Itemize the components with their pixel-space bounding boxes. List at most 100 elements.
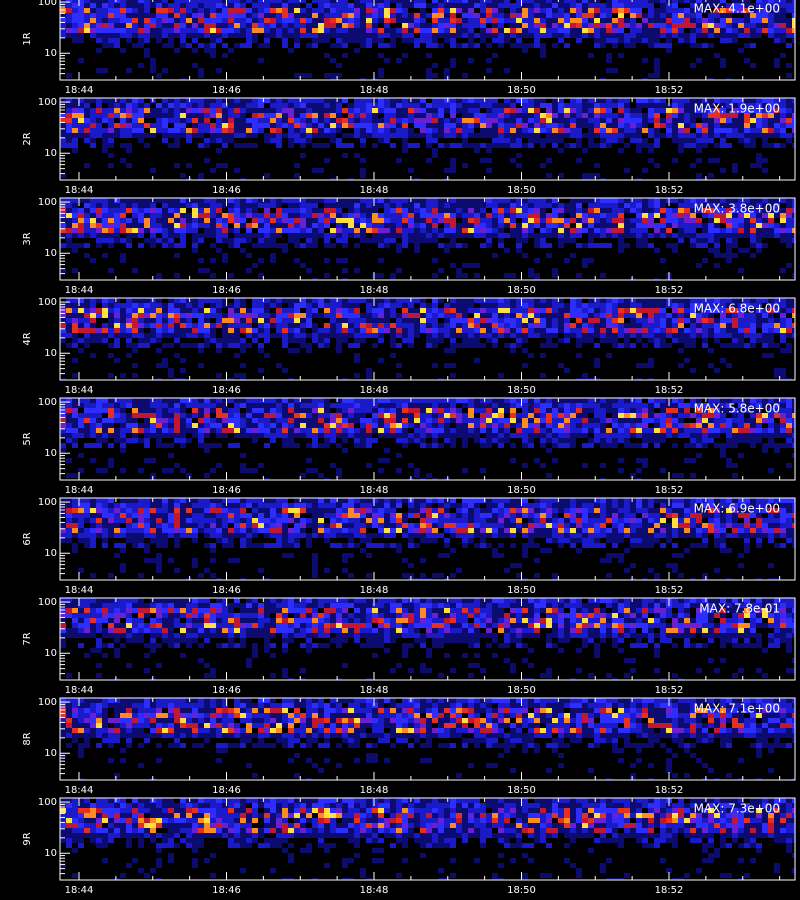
spectrogram-cell — [558, 303, 564, 308]
spectrogram-cell — [522, 303, 528, 308]
spectrogram-cell — [282, 308, 288, 313]
spectrogram-cell — [690, 328, 696, 333]
spectrogram-cell — [744, 198, 750, 203]
spectrogram-cell — [552, 228, 558, 233]
spectrogram-cell — [84, 113, 90, 118]
spectrogram-cell — [414, 13, 420, 18]
spectrogram-cell — [72, 38, 78, 43]
spectrogram-cell — [336, 308, 342, 313]
spectrogram-cell — [450, 123, 456, 128]
spectrogram-cell — [768, 33, 774, 38]
spectrogram-cell — [246, 143, 252, 148]
spectrogram-cell — [162, 343, 168, 348]
spectrogram-cell — [312, 23, 318, 28]
spectrogram-cell — [204, 123, 210, 128]
spectrogram-cell — [396, 318, 402, 323]
spectrogram-cell — [654, 318, 660, 323]
spectrogram-cell — [438, 123, 444, 128]
spectrogram-cell — [270, 238, 276, 243]
spectrogram-cell — [660, 333, 666, 338]
spectrogram-cell — [732, 238, 738, 243]
spectrogram-cell — [444, 118, 450, 123]
spectrogram-cell — [750, 63, 756, 68]
spectrogram-cell — [144, 103, 150, 108]
spectrogram-cell — [768, 8, 774, 13]
spectrogram-cell — [162, 233, 168, 238]
spectrogram-cell — [270, 98, 276, 103]
spectrogram-cell — [510, 213, 516, 218]
spectrogram-cell — [630, 313, 636, 318]
spectrogram-cell — [732, 328, 738, 333]
spectrogram-cell — [234, 333, 240, 338]
spectrogram-cell — [594, 133, 600, 138]
spectrogram-cell — [282, 218, 288, 223]
plot-frame — [59, 97, 796, 181]
spectrogram-cell — [636, 208, 642, 213]
spectrogram-cell — [480, 28, 486, 33]
spectrogram-cell — [294, 43, 300, 48]
spectrogram-cell — [342, 338, 348, 343]
spectrogram-cell — [498, 333, 504, 338]
spectrogram-cell — [180, 38, 186, 43]
spectrogram-cell — [204, 313, 210, 318]
spectrogram-cell — [120, 48, 126, 53]
spectrogram-cell — [510, 298, 516, 303]
spectrogram-cell — [84, 218, 90, 223]
spectrogram-cell — [288, 33, 294, 38]
spectrogram-cell — [624, 203, 630, 208]
spectrogram-cell — [780, 298, 786, 303]
spectrogram-cell — [684, 198, 690, 203]
spectrogram-cell — [732, 253, 738, 258]
spectrogram-cell — [372, 38, 378, 43]
spectrogram-cell — [174, 123, 180, 128]
spectrogram-cell — [186, 178, 192, 180]
spectrogram-cell — [642, 13, 648, 18]
spectrogram-cell — [420, 238, 426, 243]
spectrogram-cell — [66, 343, 72, 348]
spectrogram-cell — [624, 43, 630, 48]
spectrogram-cell — [414, 98, 420, 103]
spectrogram-cell — [780, 368, 786, 373]
spectrogram-cell — [666, 38, 672, 43]
spectrogram-cell — [588, 118, 594, 123]
spectrogram-cell — [552, 133, 558, 138]
spectrogram-cell — [384, 8, 390, 13]
spectrogram-cell — [666, 243, 672, 248]
spectrogram-cell — [240, 3, 246, 8]
spectrogram-cell — [186, 13, 192, 18]
spectrogram-cell — [642, 138, 648, 143]
spectrogram-cell — [648, 378, 654, 380]
spectrogram-cell — [228, 338, 234, 343]
spectrogram-cell — [504, 333, 510, 338]
spectrogram-cell — [786, 318, 792, 323]
spectrogram-cell — [534, 33, 540, 38]
spectrogram-cell — [306, 133, 312, 138]
spectrogram-cell — [624, 333, 630, 338]
spectrogram-cell — [348, 318, 354, 323]
spectrogram-cell — [198, 118, 204, 123]
spectrogram-cell — [246, 133, 252, 138]
spectrogram-cell — [534, 98, 540, 103]
spectrogram-cell — [330, 313, 336, 318]
spectrogram-cell — [378, 3, 384, 8]
spectrogram-cell — [450, 3, 456, 8]
spectrogram-cell — [78, 123, 84, 128]
spectrogram-cell — [606, 208, 612, 213]
spectrogram-cell — [744, 223, 750, 228]
spectrogram-cell — [738, 308, 744, 313]
spectrogram-cell — [738, 128, 744, 133]
spectrogram-cell — [162, 223, 168, 228]
spectrogram-cell — [642, 113, 648, 118]
x-tick-label: 18:46 — [212, 85, 241, 96]
spectrogram-cell — [750, 33, 756, 38]
spectrogram-cell — [144, 308, 150, 313]
spectrogram-cell — [276, 313, 282, 318]
spectrogram-cell — [582, 258, 588, 263]
spectrogram-cell — [204, 3, 210, 8]
spectrogram-cell — [468, 208, 474, 213]
spectrogram-cell — [786, 298, 792, 303]
spectrogram-cell — [108, 223, 114, 228]
spectrogram-cell — [312, 103, 318, 108]
spectrogram-cell — [636, 38, 642, 43]
spectrogram-cell — [264, 43, 270, 48]
